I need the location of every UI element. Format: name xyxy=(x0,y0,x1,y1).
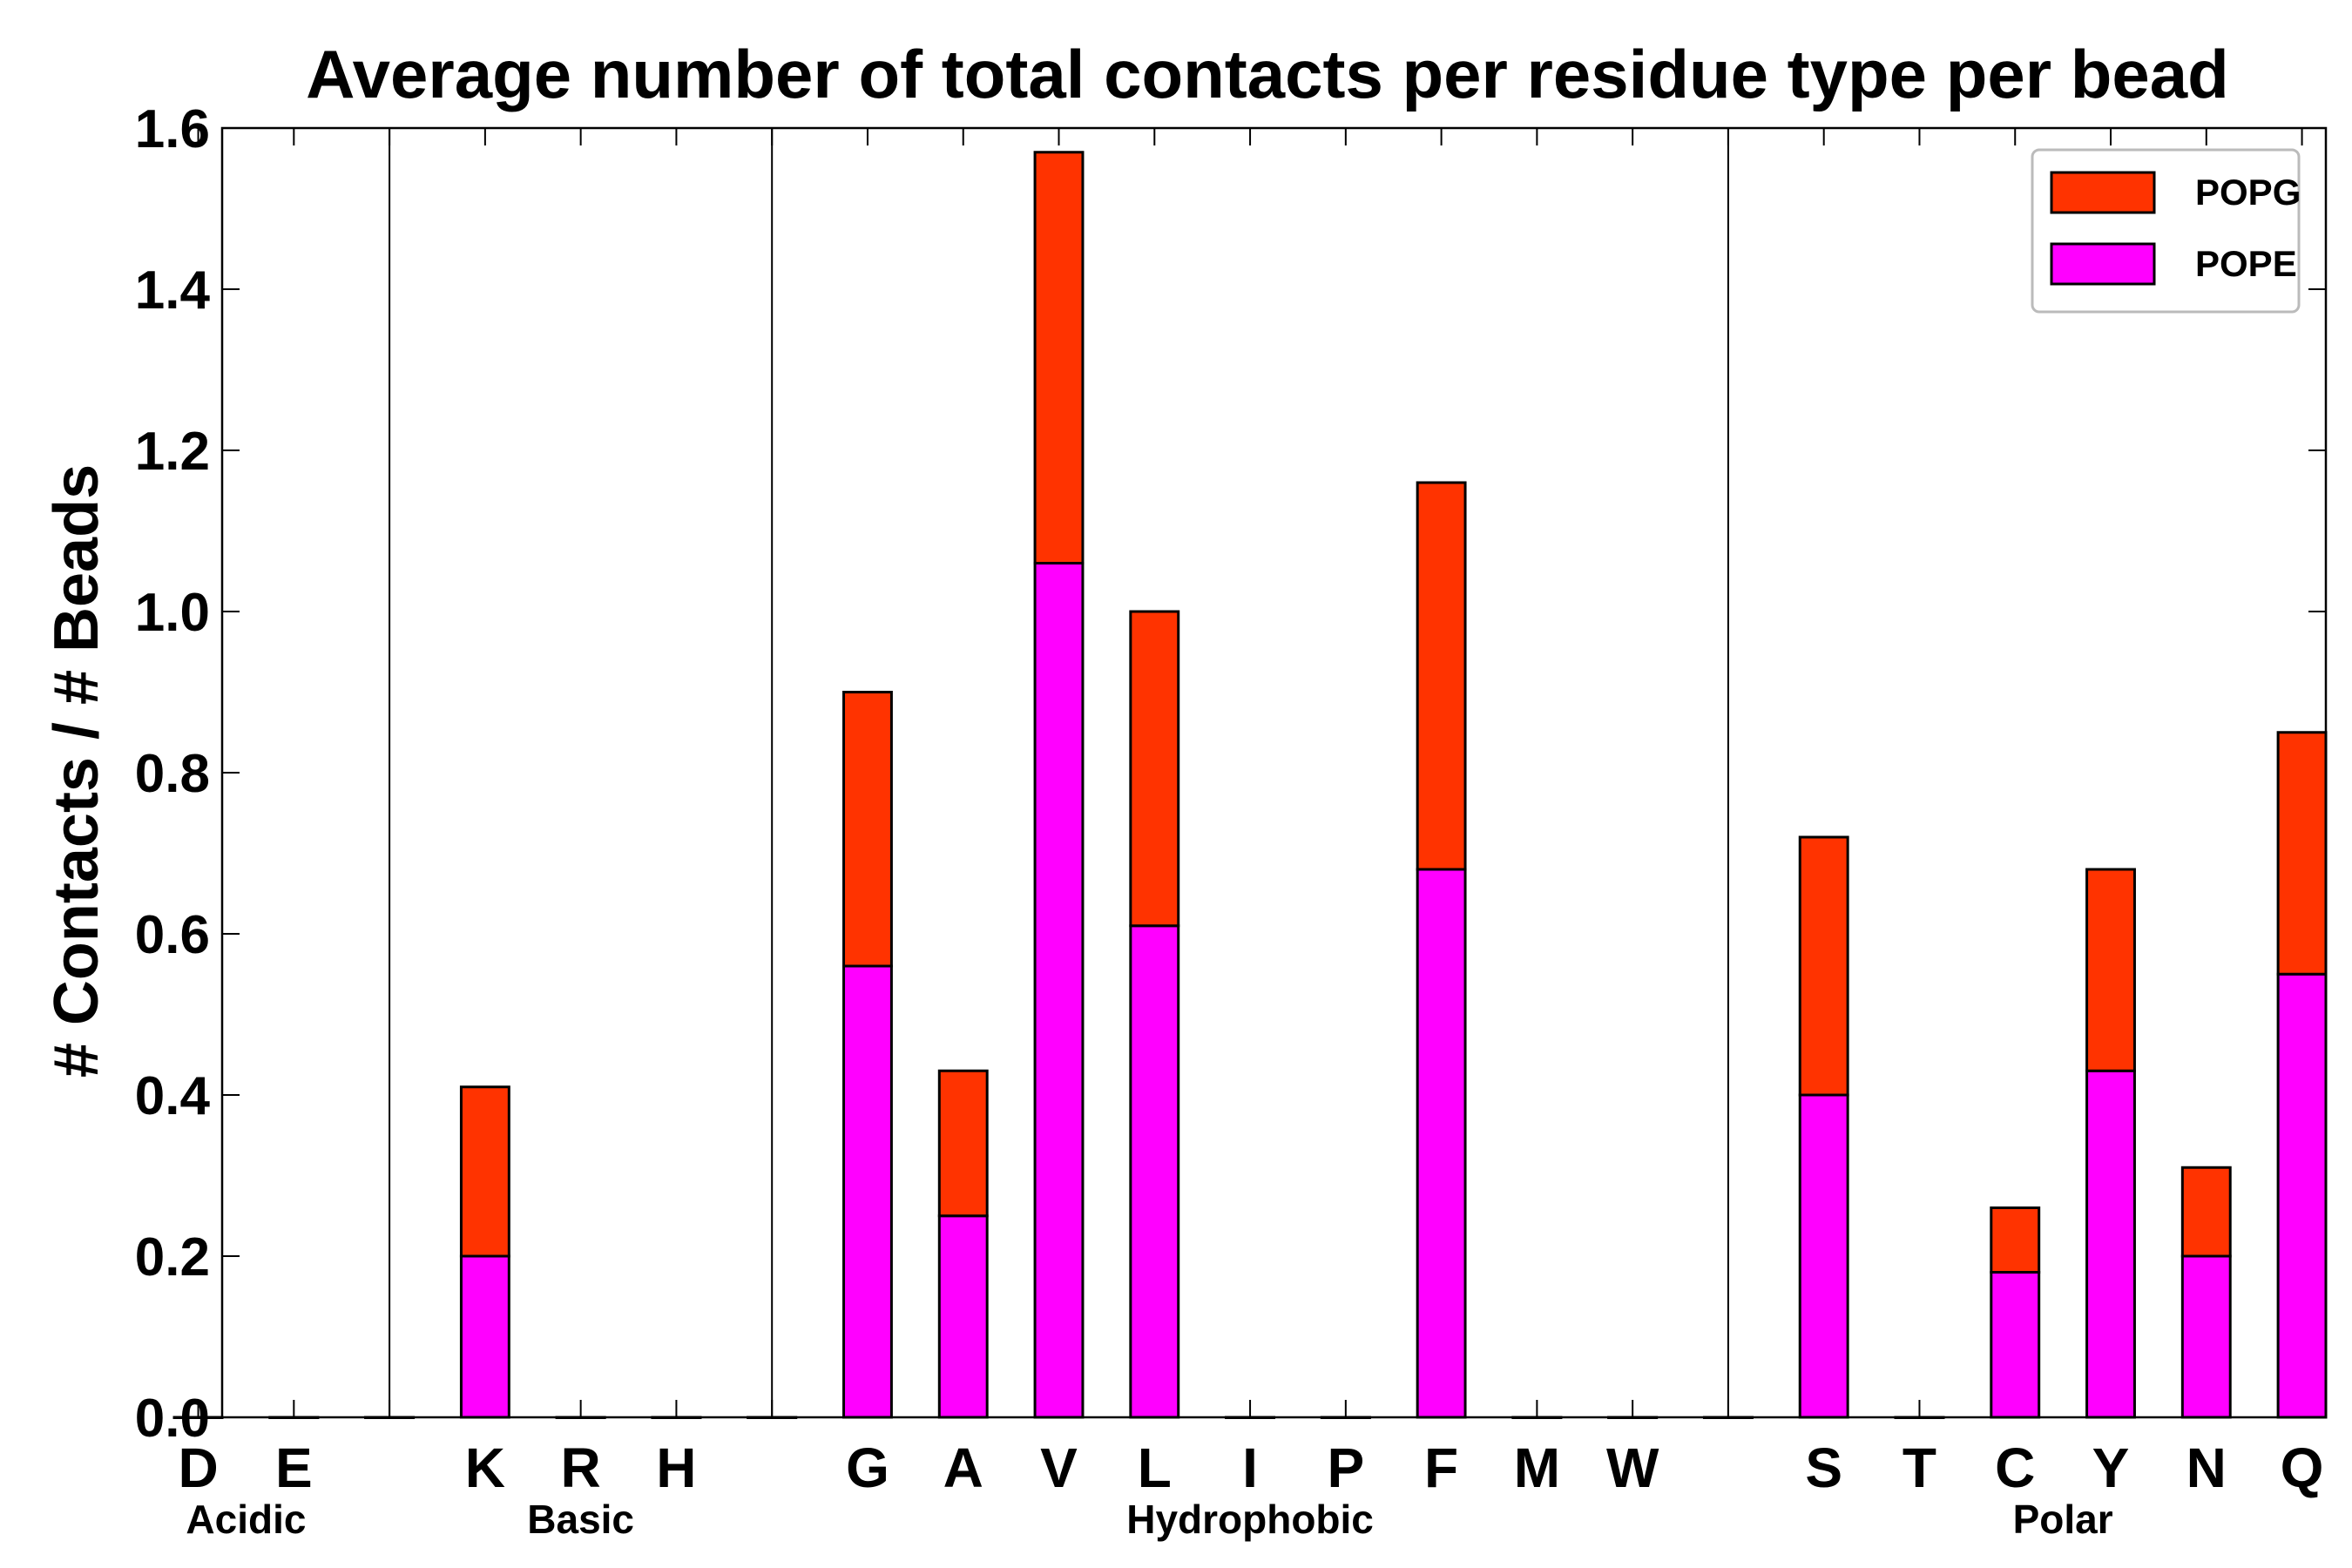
x-tick-label: L xyxy=(1138,1436,1172,1499)
x-tick-label: N xyxy=(2186,1436,2227,1499)
bar-popg xyxy=(842,691,893,968)
y-tick-label: 0.2 xyxy=(135,1227,210,1288)
plot-area: 0.00.20.40.60.81.01.21.41.6D E K R H G A V L I P F M… xyxy=(135,99,2328,1542)
x-tick-label: Q xyxy=(2281,1436,2324,1499)
bar-popg xyxy=(2276,731,2328,976)
y-tick-label: 1.2 xyxy=(135,422,210,482)
x-tick-label: R xyxy=(561,1436,601,1499)
bar-popg xyxy=(1033,151,1085,564)
bar-pope xyxy=(2276,972,2328,1419)
bar-popg xyxy=(459,1085,510,1258)
x-tick-label: W xyxy=(1606,1436,1659,1499)
x-tick-label: A xyxy=(943,1436,983,1499)
bar-popg xyxy=(1416,481,1467,871)
bar-popg xyxy=(1798,835,1849,1097)
bar-popg xyxy=(172,1416,224,1419)
bar-pope xyxy=(842,964,893,1419)
bar-pope xyxy=(1129,924,1180,1419)
bar-popg xyxy=(1129,610,1180,928)
group-label: Acidic xyxy=(186,1497,306,1542)
bar-popg xyxy=(937,1069,989,1218)
bar-pope xyxy=(1033,562,1085,1419)
x-tick-label: E xyxy=(275,1436,313,1499)
x-tick-label: Y xyxy=(2092,1436,2130,1499)
bar-popg xyxy=(2085,868,2136,1072)
x-tick-label: D xyxy=(178,1436,218,1499)
x-tick-label: P xyxy=(1327,1436,1364,1499)
chart-title: Average number of total contacts per res… xyxy=(306,36,2229,112)
legend-swatch-pope xyxy=(2050,242,2156,286)
legend-label-pope: POPE xyxy=(2195,243,2297,284)
x-tick-label: V xyxy=(1040,1436,1078,1499)
bar-pope xyxy=(1990,1271,2041,1419)
x-tick-label: K xyxy=(465,1436,505,1499)
bar-pope xyxy=(459,1254,510,1419)
bar-popg xyxy=(2180,1166,2232,1258)
bar-pope xyxy=(1416,868,1467,1419)
legend: POPG POPE xyxy=(2031,148,2301,314)
x-tick-label: T xyxy=(1903,1436,1936,1499)
bar-pope xyxy=(2180,1254,2232,1419)
legend-label-popg: POPG xyxy=(2195,172,2301,213)
x-tick-label: F xyxy=(1424,1436,1458,1499)
x-tick-label: H xyxy=(656,1436,696,1499)
y-tick-label: 1.4 xyxy=(135,260,211,321)
y-tick-label: 0.8 xyxy=(135,744,210,804)
x-tick-label: G xyxy=(846,1436,889,1499)
y-tick-label: 0.4 xyxy=(135,1066,211,1126)
y-tick-label: 0.6 xyxy=(135,905,210,965)
bar-popg xyxy=(1990,1206,2041,1274)
bar-pope xyxy=(937,1214,989,1419)
group-label: Polar xyxy=(2013,1497,2113,1542)
x-tick-label: C xyxy=(1995,1436,2035,1499)
group-label: Hydrophobic xyxy=(1126,1497,1374,1542)
plot-frame xyxy=(220,126,2328,1419)
group-label: Basic xyxy=(527,1497,634,1542)
bar-pope xyxy=(2085,1069,2136,1419)
y-tick-label: 1.0 xyxy=(135,583,210,643)
bar-pope xyxy=(1798,1093,1849,1419)
x-tick-label: I xyxy=(1242,1436,1258,1499)
x-tick-label: S xyxy=(1805,1436,1842,1499)
y-axis-label: # Contacts / # Beads xyxy=(42,464,112,1078)
legend-swatch-popg xyxy=(2050,171,2156,214)
x-tick-label: M xyxy=(1514,1436,1560,1499)
